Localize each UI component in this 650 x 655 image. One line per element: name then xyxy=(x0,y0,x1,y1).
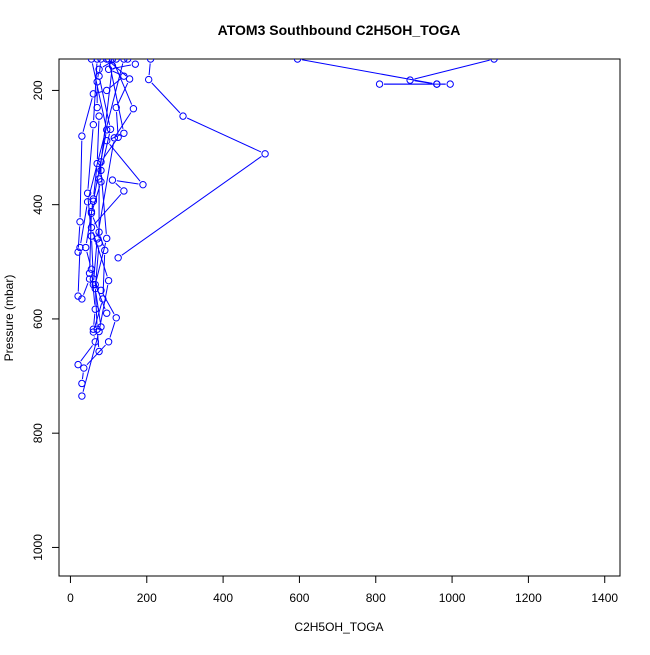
profile-series xyxy=(294,56,497,88)
data-point xyxy=(79,133,85,139)
series-segment xyxy=(82,373,83,379)
data-point xyxy=(105,277,111,283)
data-point xyxy=(104,235,110,241)
profile-series xyxy=(115,56,268,261)
y-tick-label: 600 xyxy=(31,309,45,329)
chart-title: ATOM3 Southbound C2H5OH_TOGA xyxy=(218,22,461,38)
data-point xyxy=(96,113,102,119)
data-point xyxy=(121,188,127,194)
data-point xyxy=(88,266,94,272)
x-tick-label: 1200 xyxy=(515,591,542,605)
profile-series xyxy=(75,56,139,255)
series-segment xyxy=(87,345,106,365)
series-segment xyxy=(88,129,93,189)
data-point xyxy=(115,255,121,261)
data-point xyxy=(113,315,119,321)
data-point xyxy=(132,61,138,67)
data-point xyxy=(77,219,83,225)
series-segment xyxy=(78,252,80,292)
data-point xyxy=(88,233,94,239)
x-tick-label: 400 xyxy=(213,591,233,605)
plot-frame xyxy=(59,59,620,576)
data-point xyxy=(105,339,111,345)
series-segment xyxy=(98,142,114,234)
data-point xyxy=(447,81,453,87)
series-segment xyxy=(84,283,88,295)
data-point xyxy=(79,393,85,399)
series-segment xyxy=(117,112,131,134)
series-segment xyxy=(81,345,93,361)
x-tick-label: 0 xyxy=(67,591,74,605)
data-point xyxy=(262,151,268,157)
data-point xyxy=(90,121,96,127)
series-segment xyxy=(152,83,180,113)
x-tick-label: 200 xyxy=(137,591,157,605)
series-segment xyxy=(98,334,99,347)
profile-series xyxy=(75,56,133,368)
data-point xyxy=(121,130,127,136)
data-point xyxy=(140,181,146,187)
series-segment xyxy=(116,183,121,188)
profile-series xyxy=(83,56,110,333)
data-point xyxy=(180,113,186,119)
series-layer xyxy=(75,56,497,399)
x-axis-label: C2H5OH_TOGA xyxy=(294,620,383,634)
series-segment xyxy=(80,141,82,218)
data-point xyxy=(145,76,151,82)
series-segment xyxy=(118,83,128,103)
y-axis-label: Pressure (mbar) xyxy=(2,275,16,362)
data-point xyxy=(126,76,132,82)
series-segment xyxy=(110,322,115,337)
x-tick-label: 800 xyxy=(366,591,386,605)
series-segment xyxy=(122,156,262,255)
data-point xyxy=(104,310,110,316)
y-tick-label: 200 xyxy=(31,80,45,100)
y-axis: 200 400 600 800 1000 xyxy=(31,80,59,561)
series-segment xyxy=(92,241,94,275)
series-segment xyxy=(98,74,99,78)
series-segment xyxy=(117,112,118,133)
data-point xyxy=(109,177,115,183)
data-point xyxy=(81,365,87,371)
y-tick-label: 1000 xyxy=(31,534,45,561)
series-segment xyxy=(110,144,141,181)
series-segment xyxy=(97,121,99,159)
series-segment xyxy=(414,60,489,79)
series-segment xyxy=(117,181,139,184)
series-segment xyxy=(94,314,95,325)
data-point xyxy=(376,81,382,87)
x-axis: 0 200 400 600 800 1000 1200 1400 xyxy=(67,576,618,605)
data-point xyxy=(96,73,102,79)
series-segment xyxy=(187,118,261,152)
y-tick-label: 800 xyxy=(31,423,45,443)
y-tick-label: 400 xyxy=(31,194,45,214)
x-tick-label: 1400 xyxy=(591,591,618,605)
x-tick-label: 1000 xyxy=(439,591,466,605)
series-segment xyxy=(83,336,98,392)
series-segment xyxy=(149,63,150,75)
series-segment xyxy=(94,194,120,224)
data-point xyxy=(130,106,136,112)
series-segment xyxy=(100,63,101,71)
series-segment xyxy=(94,134,106,197)
x-tick-label: 600 xyxy=(289,591,309,605)
